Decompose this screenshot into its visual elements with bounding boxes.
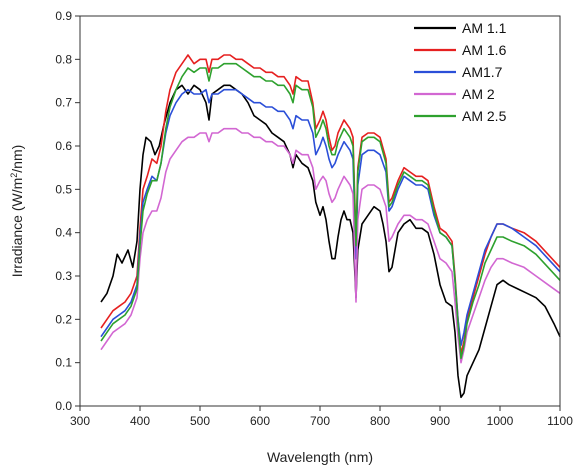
x-tick-label-8: 1100 [547,414,573,428]
y-tick-label-1: 0.1 [55,356,72,370]
legend: AM 1.1 AM 1.6 AM1.7 AM 2 AM 2.5 [414,20,507,124]
legend-label-2: AM1.7 [462,64,503,80]
series-line-0 [100,84,561,399]
legend-label-0: AM 1.1 [462,20,507,36]
y-tick-label-4: 0.4 [55,226,72,240]
y-tick-label-9: 0.9 [55,9,72,23]
y-axis-label-after: /nm) [9,145,25,173]
y-axis-label-sup: 2 [9,173,19,178]
y-tick-label-7: 0.7 [55,96,72,110]
x-tick-label-1: 400 [130,414,150,428]
x-tick-label-6: 900 [430,414,450,428]
y-tick-label-3: 0.3 [55,269,72,283]
y-axis: 0.0 0.1 0.2 0.3 0.4 0.5 0.6 0.7 0.8 0.9 [55,9,80,413]
legend-label-3: AM 2 [462,86,495,102]
y-tick-label-8: 0.8 [55,52,72,66]
legend-label-1: AM 1.6 [462,42,507,58]
y-tick-label-0: 0.0 [55,399,72,413]
x-tick-label-5: 800 [370,414,390,428]
series-line-3 [100,127,561,364]
x-axis: 300 400 500 600 700 800 900 1000 1100 [70,406,573,428]
x-tick-label-0: 300 [70,414,90,428]
y-tick-label-5: 0.5 [55,182,72,196]
x-tick-label-4: 700 [310,414,330,428]
x-tick-label-7: 1000 [487,414,514,428]
x-tick-label-2: 500 [190,414,210,428]
y-axis-label: Irradiance (W/m2/nm) [9,145,25,278]
y-tick-label-6: 0.6 [55,139,72,153]
plot-lines [100,54,561,399]
y-axis-label-before: Irradiance (W/m [9,178,25,278]
legend-label-4: AM 2.5 [462,108,507,124]
y-tick-label-2: 0.2 [55,312,72,326]
x-tick-label-3: 600 [250,414,270,428]
series-line-4 [100,62,561,360]
x-axis-label: Wavelength (nm) [267,449,373,465]
